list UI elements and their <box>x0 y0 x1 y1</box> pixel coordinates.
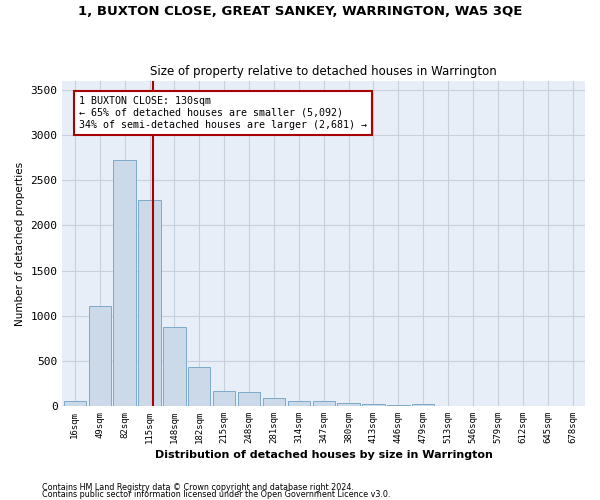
Bar <box>213 390 235 406</box>
X-axis label: Distribution of detached houses by size in Warrington: Distribution of detached houses by size … <box>155 450 493 460</box>
Text: 1 BUXTON CLOSE: 130sqm
← 65% of detached houses are smaller (5,092)
34% of semi-: 1 BUXTON CLOSE: 130sqm ← 65% of detached… <box>79 96 367 130</box>
Y-axis label: Number of detached properties: Number of detached properties <box>15 162 25 326</box>
Bar <box>64 402 86 406</box>
Bar <box>313 402 335 406</box>
Bar <box>362 404 385 406</box>
Bar <box>337 403 360 406</box>
Bar <box>287 400 310 406</box>
Title: Size of property relative to detached houses in Warrington: Size of property relative to detached ho… <box>151 66 497 78</box>
Bar <box>163 328 185 406</box>
Text: Contains HM Land Registry data © Crown copyright and database right 2024.: Contains HM Land Registry data © Crown c… <box>42 483 354 492</box>
Bar <box>113 160 136 406</box>
Bar <box>412 404 434 406</box>
Text: 1, BUXTON CLOSE, GREAT SANKEY, WARRINGTON, WA5 3QE: 1, BUXTON CLOSE, GREAT SANKEY, WARRINGTO… <box>78 5 522 18</box>
Text: Contains public sector information licensed under the Open Government Licence v3: Contains public sector information licen… <box>42 490 391 499</box>
Bar <box>238 392 260 406</box>
Bar <box>263 398 285 406</box>
Bar <box>139 200 161 406</box>
Bar <box>89 306 111 406</box>
Bar <box>188 367 211 406</box>
